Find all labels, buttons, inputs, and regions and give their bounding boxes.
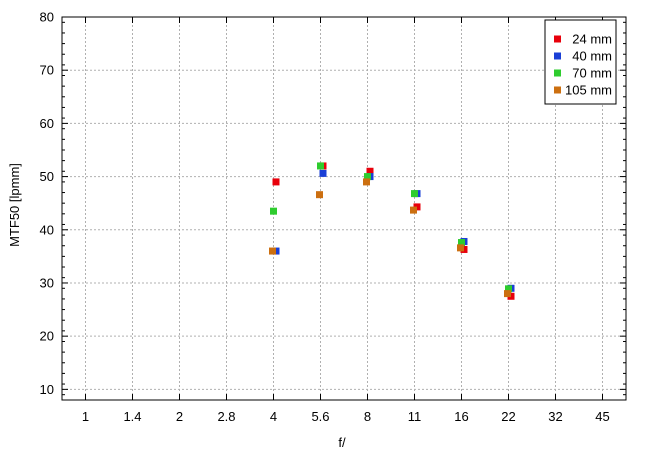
x-tick-label: 4 xyxy=(270,409,277,424)
legend-swatch xyxy=(554,35,561,43)
y-tick-label: 40 xyxy=(40,222,54,237)
data-point-105-mm xyxy=(269,247,276,255)
data-point-105-mm xyxy=(457,244,464,252)
y-axis-label: MTF50 [lpmm] xyxy=(7,163,22,247)
grid xyxy=(62,17,626,400)
x-tick-label: 1.4 xyxy=(123,409,141,424)
data-point-24-mm xyxy=(272,178,280,186)
x-tick-label: 11 xyxy=(408,409,422,424)
axes: 1 1.4 2 2.8 4 5.6 8 11 16 22 32 45 10 20 30 40 50 60 70 80 xyxy=(40,10,627,424)
data-point-70-mm xyxy=(317,162,324,170)
x-tick-label: 22 xyxy=(501,409,515,424)
x-tick-label: 8 xyxy=(364,409,371,424)
data-point-40-mm xyxy=(319,169,327,177)
plot-frame xyxy=(61,16,627,401)
data-point-70-mm xyxy=(458,239,465,247)
x-axis-label: f/ xyxy=(338,435,346,450)
data-point-24-mm xyxy=(366,167,374,175)
data-point-105-mm xyxy=(363,178,370,186)
data-point-70-mm xyxy=(505,285,512,293)
y-tick-label: 60 xyxy=(40,116,54,131)
x-tick-label: 32 xyxy=(548,409,562,424)
data-point-70-mm xyxy=(411,190,418,198)
legend-swatch xyxy=(554,69,561,77)
data-point-105-mm xyxy=(316,191,323,199)
y-tick-label: 80 xyxy=(40,10,54,25)
legend-swatch xyxy=(554,86,561,94)
x-tick-label: 2 xyxy=(176,409,183,424)
x-tick-label: 1 xyxy=(82,409,89,424)
data-point-105-mm xyxy=(410,206,417,214)
y-tick-label: 10 xyxy=(40,382,54,397)
legend: 24 mm 40 mm 70 mm 105 mm xyxy=(544,19,617,105)
x-tick-label: 2.8 xyxy=(217,409,235,424)
legend-label: 105 mm xyxy=(565,83,612,98)
legend-label: 40 mm xyxy=(572,49,612,64)
data-point-70-mm xyxy=(364,173,371,181)
y-tick-label: 50 xyxy=(40,169,54,184)
x-tick-label: 5.6 xyxy=(311,409,329,424)
legend-swatch xyxy=(554,52,561,60)
data-point-105-mm xyxy=(504,290,511,298)
y-tick-label: 20 xyxy=(40,329,54,344)
data-points xyxy=(269,162,515,300)
data-point-70-mm xyxy=(270,207,277,215)
y-tick-label: 30 xyxy=(40,275,54,290)
legend-label: 24 mm xyxy=(572,32,612,47)
y-tick-label: 70 xyxy=(40,63,54,78)
legend-label: 70 mm xyxy=(572,66,612,81)
x-tick-label: 45 xyxy=(595,409,609,424)
x-tick-label: 16 xyxy=(454,409,468,424)
